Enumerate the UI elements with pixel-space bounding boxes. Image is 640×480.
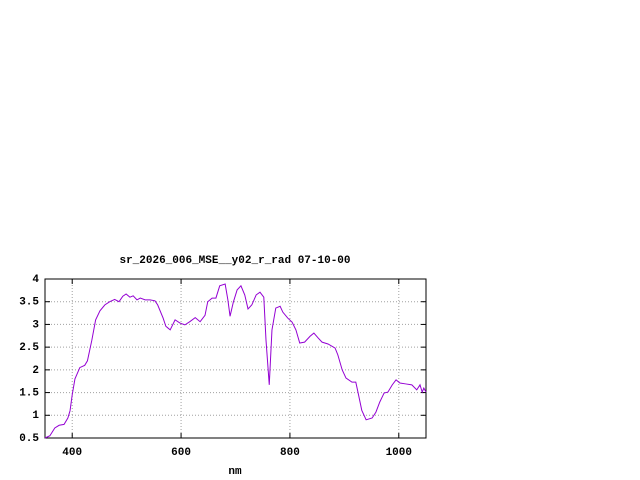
y-tick-label: 3.5: [19, 297, 39, 309]
y-tick-label: 4: [32, 274, 39, 286]
x-axis-label: nm: [228, 466, 242, 478]
y-tick-label: 3: [32, 319, 39, 331]
y-tick-label: 0.5: [19, 433, 39, 445]
x-tick-label: 1000: [386, 447, 412, 459]
chart-title: sr_2026_006_MSE__y02_r_rad 07-10-00: [119, 255, 350, 267]
x-tick-label: 400: [62, 447, 82, 459]
data-line: [44, 283, 427, 439]
plot-border: [44, 278, 427, 439]
y-tick-label: 1.5: [19, 387, 39, 399]
y-tick-label: 1: [32, 410, 39, 422]
x-tick-label: 800: [280, 447, 300, 459]
x-tick-label: 600: [171, 447, 191, 459]
y-tick-label: 2: [32, 365, 39, 377]
y-tick-label: 2.5: [19, 342, 39, 354]
